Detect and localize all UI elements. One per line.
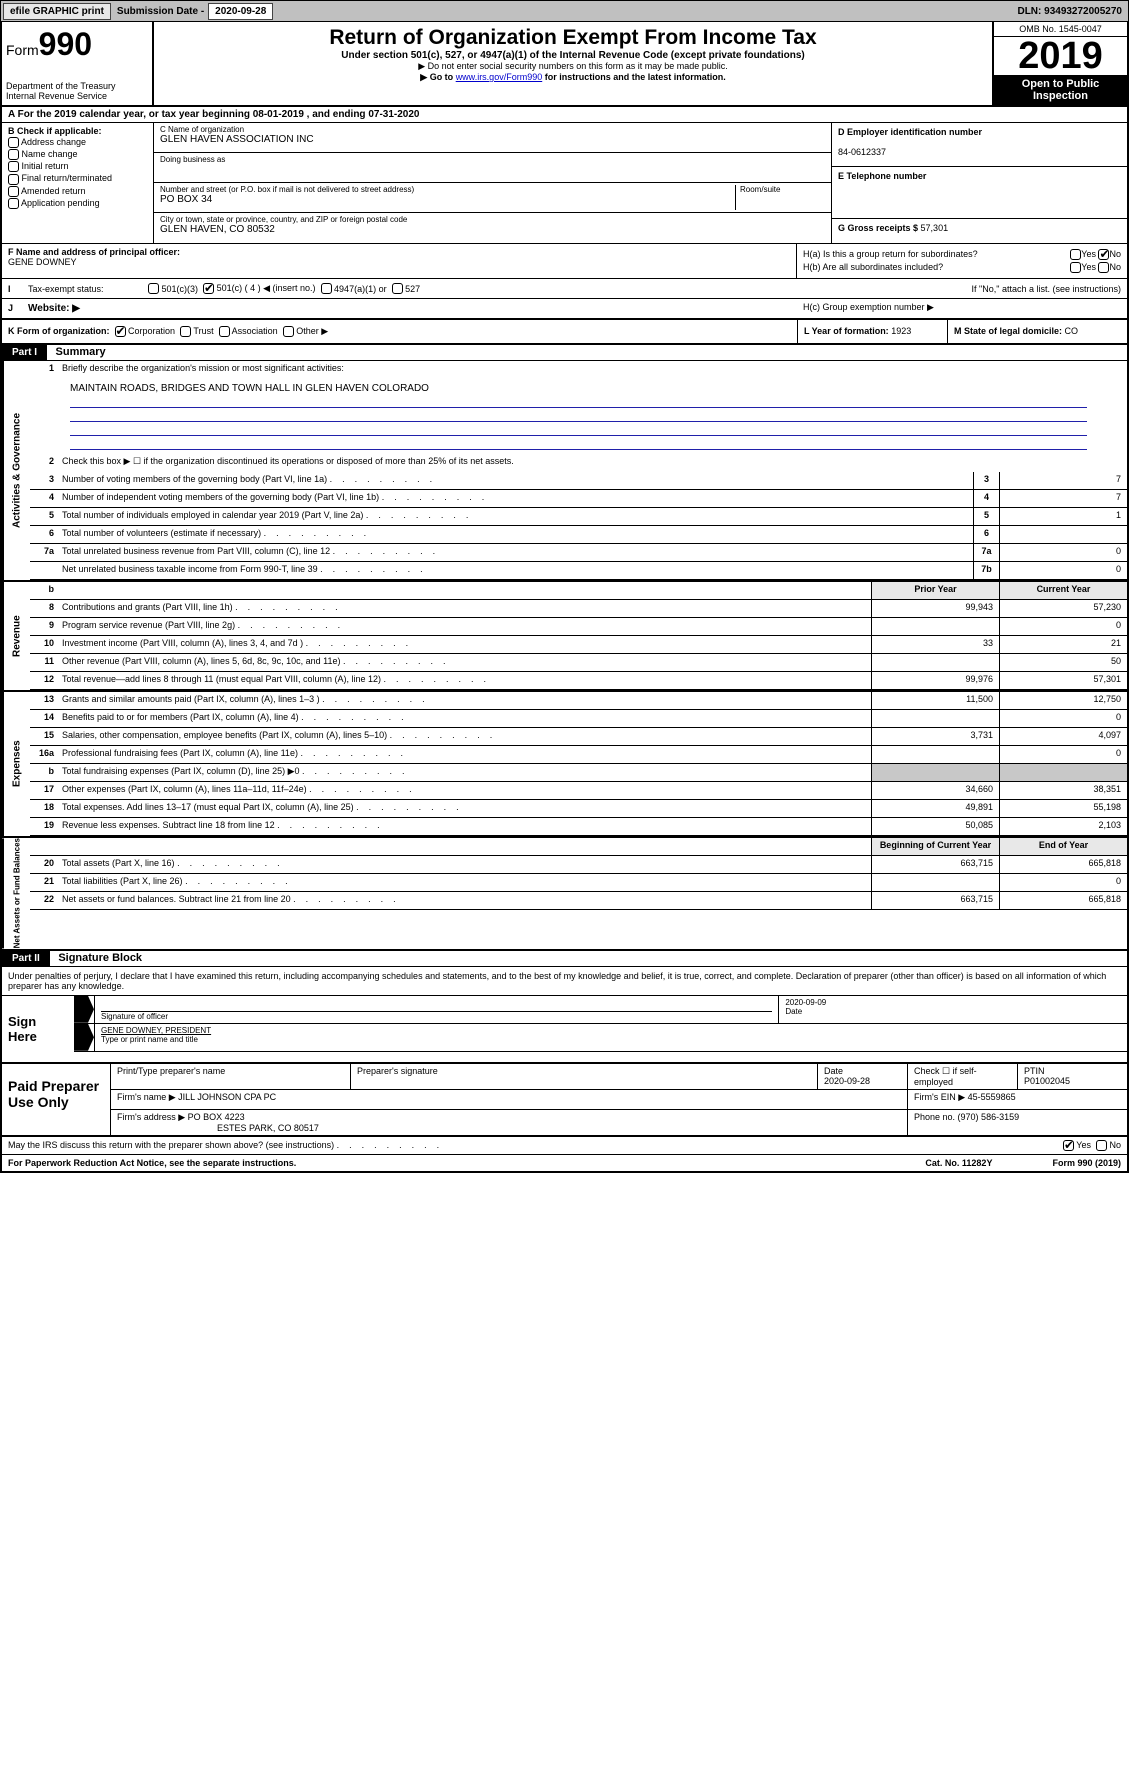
side-netassets: Net Assets or Fund Balances: [2, 838, 30, 948]
side-revenue: Revenue: [2, 582, 30, 690]
header-line1: Under section 501(c), 527, or 4947(a)(1)…: [158, 50, 988, 61]
efile-btn[interactable]: efile GRAPHIC print: [3, 3, 111, 20]
box-b: B Check if applicable: Address change Na…: [2, 123, 154, 243]
header-line2: ▶ Do not enter social security numbers o…: [158, 61, 988, 72]
footer-right: Form 990 (2019): [1052, 1158, 1121, 1168]
box-l: L Year of formation: 1923: [797, 320, 947, 343]
table-row: 16a Professional fundraising fees (Part …: [30, 746, 1127, 764]
org-name-label: C Name of organization: [160, 125, 825, 134]
table-row: 22 Net assets or fund balances. Subtract…: [30, 892, 1127, 910]
i-label: I: [8, 284, 28, 294]
addr: PO BOX 34: [160, 194, 735, 205]
box-e: E Telephone number: [832, 167, 1127, 219]
discuss-text: May the IRS discuss this return with the…: [8, 1140, 439, 1151]
box-hc: H(c) Group exemption number ▶: [797, 299, 1127, 318]
box-d: D Employer identification number 84-0612…: [832, 123, 1127, 167]
footer-mid: Cat. No. 11282Y: [925, 1158, 992, 1168]
prep-sig-hdr: Preparer's signature: [350, 1064, 817, 1089]
box-k: K Form of organization: Corporation Trus…: [2, 320, 797, 343]
tax-year: 2019: [994, 37, 1127, 75]
part1-tag: Part I: [2, 345, 47, 360]
table-row: 3 Number of voting members of the govern…: [30, 472, 1127, 490]
side-governance: Activities & Governance: [2, 361, 30, 580]
box-h: H(a) Is this a group return for subordin…: [797, 244, 1127, 278]
arrow-icon: [74, 1024, 94, 1051]
tax-status-label: Tax-exempt status:: [28, 284, 148, 294]
officer-name-title: GENE DOWNEY, PRESIDENT: [101, 1026, 1121, 1035]
table-row: 15 Salaries, other compensation, employe…: [30, 728, 1127, 746]
period-row: A For the 2019 calendar year, or tax yea…: [2, 107, 1127, 123]
header-line3: ▶ Go to www.irs.gov/Form990 for instruct…: [158, 72, 988, 83]
sign-here-label: Sign Here: [2, 996, 74, 1062]
line1-desc: Briefly describe the organization's miss…: [58, 361, 1127, 379]
website-label: Website: ▶: [22, 299, 797, 318]
side-expenses: Expenses: [2, 692, 30, 836]
end-year-hdr: End of Year: [999, 838, 1127, 855]
table-row: 4 Number of independent voting members o…: [30, 490, 1127, 508]
arrow-icon: [74, 996, 94, 1023]
table-row: 10 Investment income (Part VIII, column …: [30, 636, 1127, 654]
form-990: Form990 Department of the Treasury Inter…: [0, 22, 1129, 1173]
city: GLEN HAVEN, CO 80532: [160, 224, 825, 235]
date-label: Date: [785, 1007, 802, 1016]
mission-text: MAINTAIN ROADS, BRIDGES AND TOWN HALL IN…: [30, 379, 1127, 454]
dln: DLN: 93493272005270: [1017, 6, 1128, 17]
part1-title: Summary: [50, 346, 106, 358]
h-note: If "No," attach a list. (see instruction…: [972, 284, 1121, 294]
open-public: Open to Public Inspection: [994, 75, 1127, 105]
dba-label: Doing business as: [160, 155, 825, 164]
begin-year-hdr: Beginning of Current Year: [871, 838, 999, 855]
sig-officer-label: Signature of officer: [101, 1012, 168, 1021]
table-row: Net unrelated business taxable income fr…: [30, 562, 1127, 580]
form-title: Return of Organization Exempt From Incom…: [158, 26, 988, 50]
j-label: J: [2, 299, 22, 318]
room-label: Room/suite: [740, 185, 825, 194]
table-row: 14 Benefits paid to or for members (Part…: [30, 710, 1127, 728]
part2-title: Signature Block: [52, 952, 142, 964]
current-year-hdr: Current Year: [999, 582, 1127, 599]
type-name-label: Type or print name and title: [101, 1035, 198, 1044]
box-f: F Name and address of principal officer:…: [2, 244, 797, 278]
form-number: Form990: [6, 26, 148, 63]
org-name: GLEN HAVEN ASSOCIATION INC: [160, 134, 825, 145]
table-row: 20 Total assets (Part X, line 16) 663,71…: [30, 856, 1127, 874]
table-row: 12 Total revenue—add lines 8 through 11 …: [30, 672, 1127, 690]
box-g: G Gross receipts $ 57,301: [832, 219, 1127, 237]
sig-declaration: Under penalties of perjury, I declare th…: [2, 967, 1127, 996]
table-row: 13 Grants and similar amounts paid (Part…: [30, 692, 1127, 710]
table-row: 7a Total unrelated business revenue from…: [30, 544, 1127, 562]
paid-preparer-label: Paid Preparer Use Only: [2, 1064, 110, 1135]
prep-name-hdr: Print/Type preparer's name: [110, 1064, 350, 1089]
city-label: City or town, state or province, country…: [160, 215, 825, 224]
part2-tag: Part II: [2, 951, 50, 966]
table-row: 8 Contributions and grants (Part VIII, l…: [30, 600, 1127, 618]
irs-link[interactable]: www.irs.gov/Form990: [456, 72, 543, 82]
addr-label: Number and street (or P.O. box if mail i…: [160, 185, 735, 194]
sub-date: 2020-09-28: [208, 3, 273, 20]
sub-label: Submission Date -: [113, 6, 208, 17]
box-m: M State of legal domicile: CO: [947, 320, 1127, 343]
table-row: 21 Total liabilities (Part X, line 26) 0: [30, 874, 1127, 892]
table-row: 18 Total expenses. Add lines 13–17 (must…: [30, 800, 1127, 818]
table-row: 17 Other expenses (Part IX, column (A), …: [30, 782, 1127, 800]
dept-treasury: Department of the Treasury Internal Reve…: [6, 81, 148, 101]
prior-year-hdr: Prior Year: [871, 582, 999, 599]
self-emp-hdr: Check ☐ if self-employed: [907, 1064, 1017, 1089]
table-row: 19 Revenue less expenses. Subtract line …: [30, 818, 1127, 836]
table-row: 5 Total number of individuals employed i…: [30, 508, 1127, 526]
table-row: 11 Other revenue (Part VIII, column (A),…: [30, 654, 1127, 672]
table-row: b Total fundraising expenses (Part IX, c…: [30, 764, 1127, 782]
footer-left: For Paperwork Reduction Act Notice, see …: [8, 1158, 296, 1168]
sig-date: 2020-09-09: [785, 998, 1121, 1007]
top-bar: efile GRAPHIC print Submission Date - 20…: [0, 0, 1129, 22]
line2-desc: Check this box ▶ ☐ if the organization d…: [58, 454, 1127, 472]
table-row: 9 Program service revenue (Part VIII, li…: [30, 618, 1127, 636]
table-row: 6 Total number of volunteers (estimate i…: [30, 526, 1127, 544]
